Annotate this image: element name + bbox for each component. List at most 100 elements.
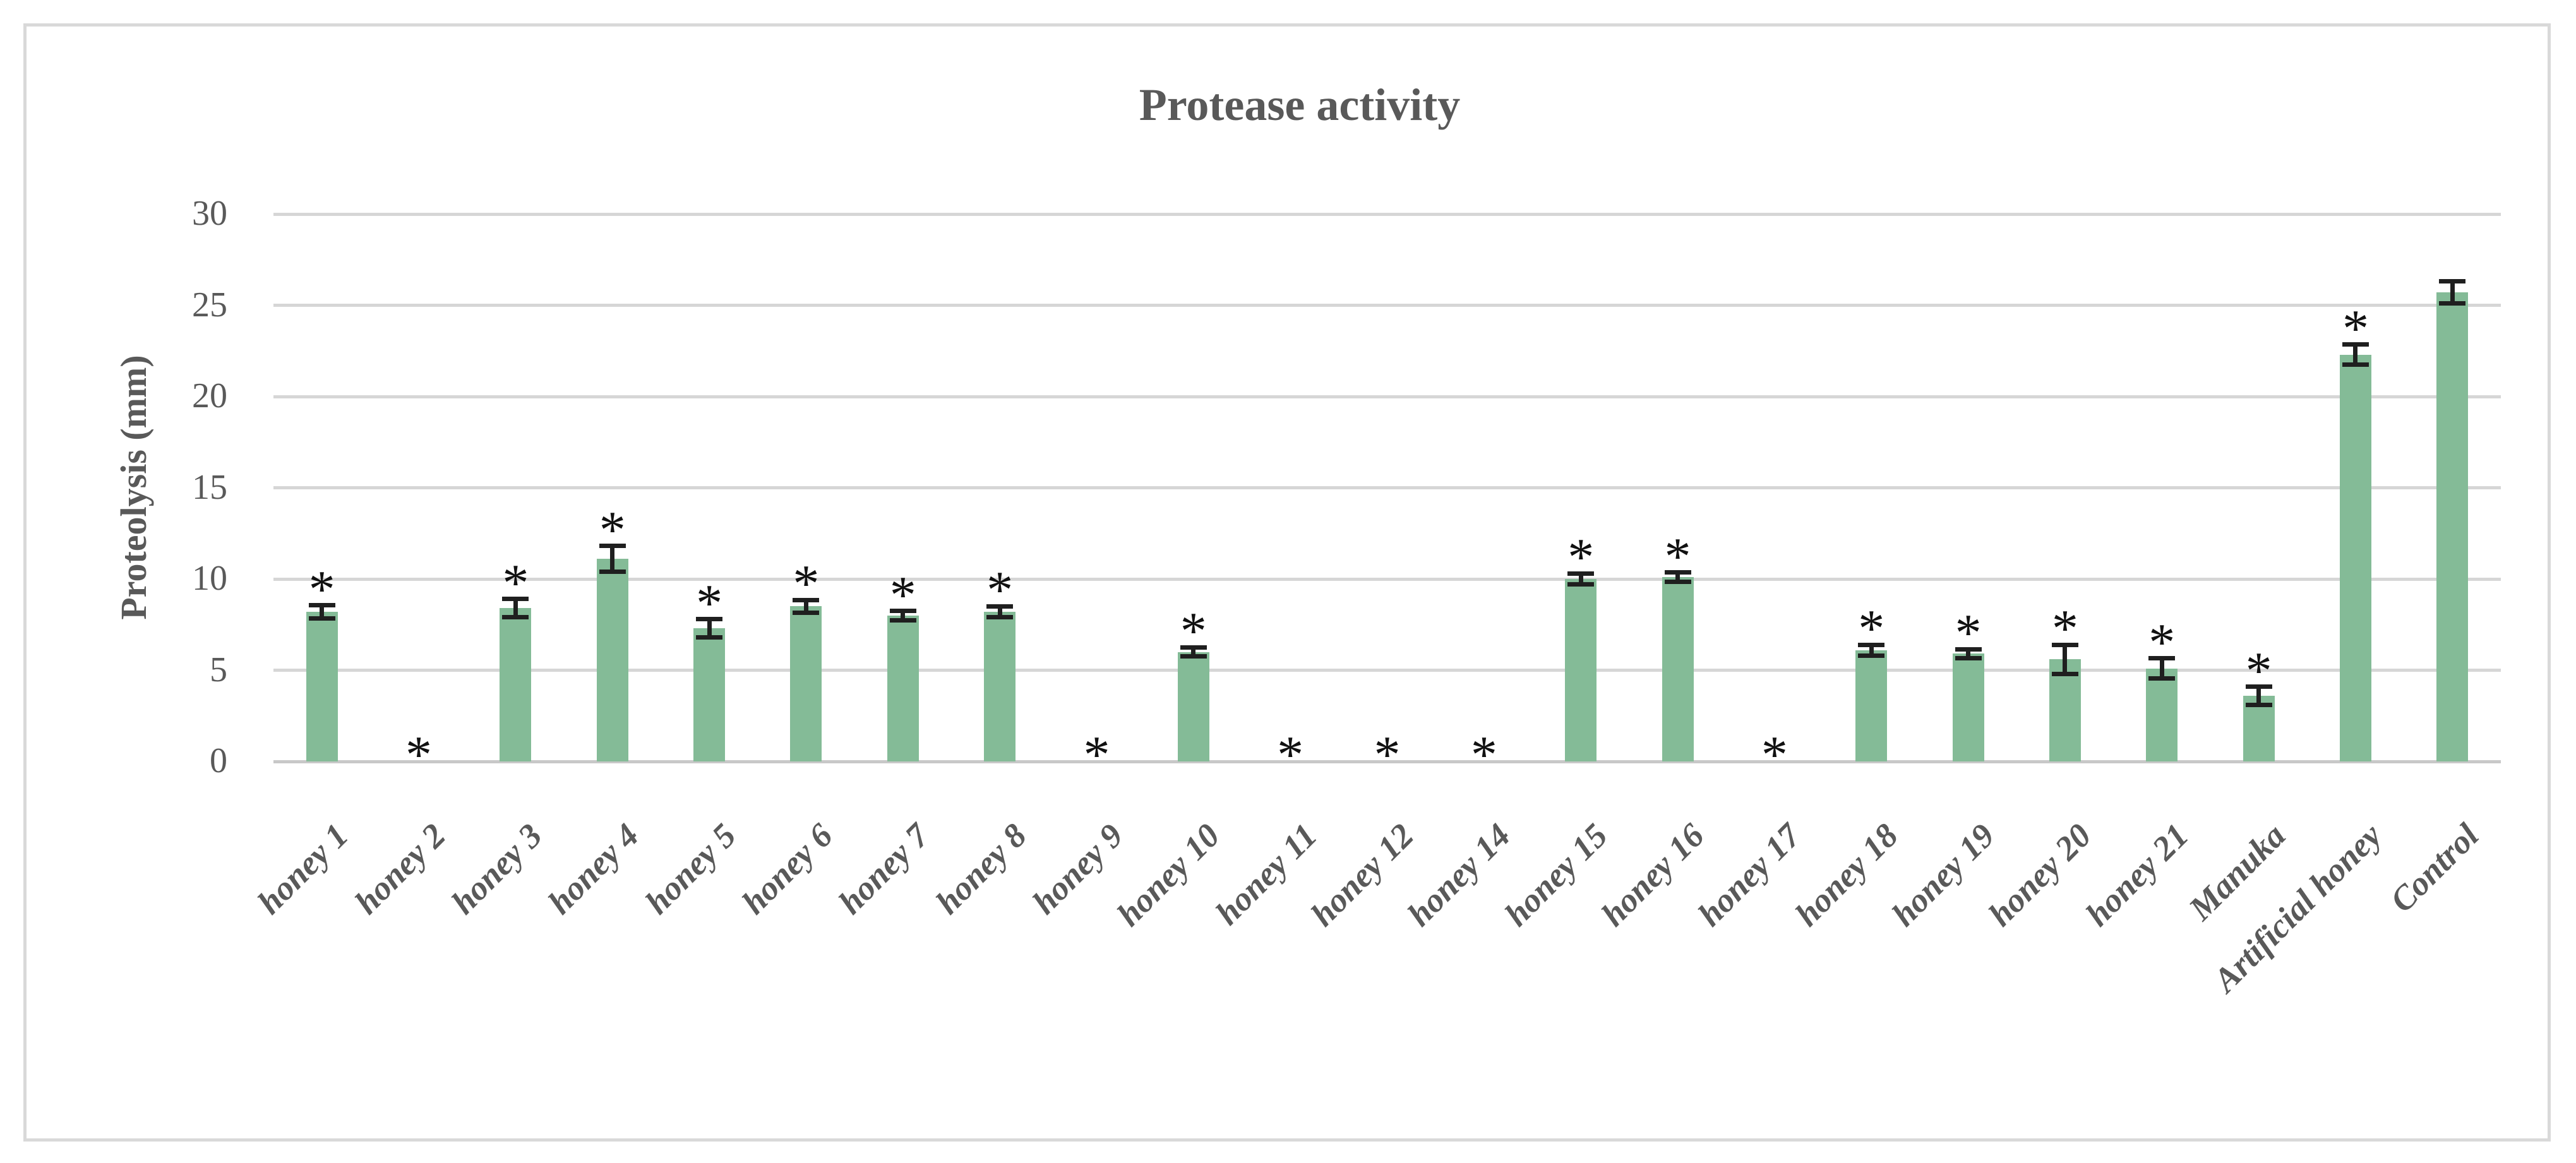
error-bar-cap-top <box>1858 642 1885 647</box>
bar-honey-10 <box>1177 652 1209 761</box>
error-bar <box>513 599 518 617</box>
y-tick-label: 25 <box>192 285 227 325</box>
significance-asterisk: * <box>1664 527 1691 586</box>
error-bar <box>707 619 712 638</box>
significance-asterisk: * <box>2245 641 2272 700</box>
error-bar-cap-bottom <box>1955 656 1982 661</box>
error-bar <box>610 546 615 572</box>
error-bar <box>1191 647 1196 657</box>
significance-asterisk: * <box>1470 725 1497 784</box>
significance-asterisk: * <box>986 561 1014 620</box>
significance-asterisk: * <box>696 573 723 633</box>
significance-asterisk: * <box>1567 528 1595 587</box>
bar-artificial-honey <box>2339 354 2371 761</box>
error-bar-cap-bottom <box>1858 653 1885 658</box>
error-bar-cap-top <box>2342 342 2369 347</box>
bar-honey-3 <box>500 608 532 761</box>
error-bar-cap-top <box>2245 684 2272 689</box>
gridline <box>273 395 2501 398</box>
error-bar-cap-top <box>793 597 820 602</box>
error-bar-cap-top <box>1567 571 1595 576</box>
error-bar-cap-top <box>1180 645 1207 650</box>
significance-asterisk: * <box>1180 602 1207 661</box>
significance-asterisk: * <box>889 565 916 624</box>
error-bar-cap-bottom <box>1567 582 1595 587</box>
gridline <box>273 304 2501 307</box>
significance-asterisk: * <box>2342 299 2369 358</box>
error-bar <box>2063 645 2068 674</box>
gridline <box>273 669 2501 672</box>
error-bar-cap-top <box>1664 570 1691 575</box>
y-tick-label: 30 <box>192 194 227 233</box>
error-bar <box>997 606 1002 617</box>
error-bar-cap-bottom <box>1664 579 1691 584</box>
significance-asterisk: * <box>405 725 433 784</box>
error-bar <box>1869 645 1874 656</box>
significance-asterisk: * <box>1761 725 1788 784</box>
bar-honey-1 <box>306 612 338 761</box>
error-bar <box>1675 572 1680 582</box>
error-bar-cap-bottom <box>696 635 723 640</box>
error-bar <box>803 600 808 613</box>
bar-honey-15 <box>1565 579 1597 761</box>
bar-control <box>2436 292 2469 761</box>
bar-honey-4 <box>596 559 628 761</box>
error-bar-cap-bottom <box>889 617 916 623</box>
gridline <box>273 486 2501 489</box>
error-bar <box>2450 281 2455 304</box>
y-tick-label: 0 <box>210 741 227 780</box>
significance-asterisk: * <box>599 500 626 559</box>
significance-asterisk: * <box>2148 612 2176 672</box>
y-tick-label: 10 <box>192 559 227 598</box>
error-bar-cap-top <box>308 603 335 608</box>
bar-honey-21 <box>2146 668 2178 761</box>
bar-honey-20 <box>2049 659 2081 761</box>
error-bar-cap-bottom <box>2245 702 2272 707</box>
chart-title: Protease activity <box>1139 80 1461 130</box>
bar-honey-16 <box>1662 577 1694 761</box>
error-bar-cap-top <box>502 597 529 602</box>
error-bar-cap-bottom <box>793 610 820 615</box>
error-bar <box>2159 658 2164 679</box>
error-bar-cap-bottom <box>2439 301 2466 306</box>
significance-asterisk: * <box>1955 604 1982 663</box>
bar-honey-8 <box>984 612 1016 761</box>
significance-asterisk: * <box>1858 599 1885 659</box>
bar-honey-19 <box>1952 653 1984 761</box>
error-bar <box>320 605 325 619</box>
error-bar <box>901 611 906 620</box>
error-bar-cap-top <box>986 604 1014 609</box>
error-bar <box>2256 686 2261 705</box>
error-bar-cap-top <box>2439 279 2466 284</box>
error-bar <box>1578 573 1583 585</box>
gridline <box>273 577 2501 581</box>
significance-asterisk: * <box>308 559 335 619</box>
significance-asterisk: * <box>2051 599 2078 659</box>
error-bar-cap-top <box>599 544 626 549</box>
significance-asterisk: * <box>793 554 820 614</box>
error-bar-cap-bottom <box>599 569 626 574</box>
error-bar-cap-top <box>696 617 723 622</box>
y-tick-label: 20 <box>192 376 227 415</box>
bar-honey-7 <box>887 615 919 761</box>
error-bar-cap-bottom <box>2342 362 2369 367</box>
figure-border <box>23 23 2551 1142</box>
error-bar-cap-bottom <box>308 616 335 621</box>
error-bar-cap-bottom <box>986 615 1014 620</box>
significance-asterisk: * <box>502 553 529 612</box>
error-bar-cap-bottom <box>2148 676 2176 681</box>
error-bar-cap-top <box>1955 647 1982 652</box>
error-bar-cap-bottom <box>2051 671 2078 676</box>
bar-honey-5 <box>693 628 726 761</box>
bar-honey-6 <box>790 606 822 761</box>
significance-asterisk: * <box>1277 725 1304 784</box>
error-bar-cap-top <box>889 609 916 614</box>
error-bar-cap-bottom <box>502 615 529 620</box>
y-tick-label: 5 <box>210 650 227 689</box>
bar-honey-18 <box>1855 650 1888 761</box>
significance-asterisk: * <box>1374 725 1401 784</box>
error-bar-cap-top <box>2051 642 2078 647</box>
error-bar-cap-top <box>2148 656 2176 661</box>
error-bar-cap-bottom <box>1180 654 1207 659</box>
